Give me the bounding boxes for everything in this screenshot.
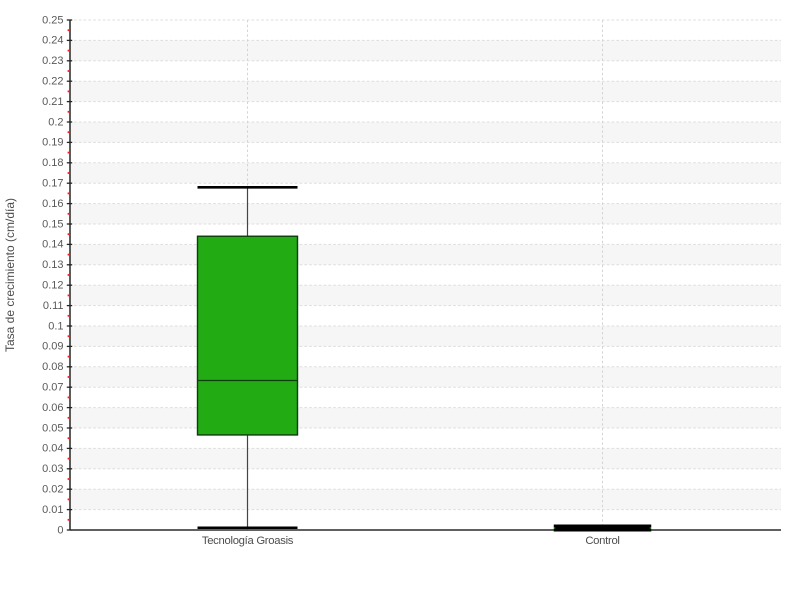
svg-text:0.23: 0.23	[42, 55, 63, 67]
svg-text:0.15: 0.15	[42, 218, 63, 230]
svg-text:0.07: 0.07	[42, 382, 63, 394]
svg-text:0.04: 0.04	[42, 443, 63, 455]
svg-text:0.14: 0.14	[42, 239, 63, 251]
svg-text:0.08: 0.08	[42, 361, 63, 373]
svg-text:0.24: 0.24	[42, 35, 63, 47]
svg-text:0.09: 0.09	[42, 341, 63, 353]
svg-text:0.05: 0.05	[42, 422, 63, 434]
svg-text:0.22: 0.22	[42, 76, 63, 88]
svg-text:0: 0	[57, 524, 63, 536]
svg-text:Tasa de crecimiento (cm/día): Tasa de crecimiento (cm/día)	[3, 198, 17, 352]
svg-text:0.19: 0.19	[42, 137, 63, 149]
svg-text:0.1: 0.1	[48, 320, 63, 332]
svg-text:0.12: 0.12	[42, 280, 63, 292]
svg-text:Control: Control	[585, 535, 619, 547]
svg-text:0.03: 0.03	[42, 463, 63, 475]
svg-text:0.11: 0.11	[43, 300, 64, 312]
svg-text:0.25: 0.25	[42, 14, 63, 26]
svg-text:0.21: 0.21	[42, 96, 63, 108]
svg-text:0.06: 0.06	[42, 402, 63, 414]
svg-text:0.13: 0.13	[42, 259, 63, 271]
svg-text:0.16: 0.16	[42, 198, 63, 210]
svg-text:0.18: 0.18	[42, 157, 63, 169]
svg-text:0.01: 0.01	[42, 504, 63, 516]
svg-text:0.02: 0.02	[42, 484, 63, 496]
svg-text:0.17: 0.17	[42, 178, 63, 190]
svg-text:Tecnología Groasis: Tecnología Groasis	[202, 535, 294, 547]
svg-text:0.2: 0.2	[48, 116, 63, 128]
